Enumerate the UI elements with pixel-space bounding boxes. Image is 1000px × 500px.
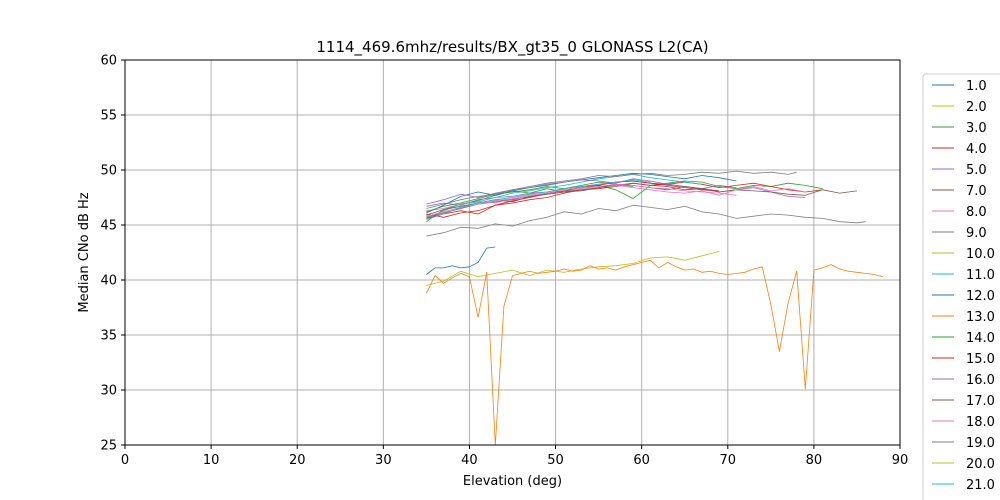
x-tick-label: 0 (121, 453, 129, 468)
y-tick-label: 45 (100, 219, 117, 234)
chart-title: 1114_469.6mhz/results/BX_gt35_0 GLONASS … (316, 38, 708, 57)
y-axis-ticks: 25 30 35 40 45 50 55 60 (100, 54, 125, 454)
legend-label: 15.0 (966, 352, 995, 367)
legend-label: 20.0 (966, 457, 995, 472)
y-tick-label: 25 (100, 439, 117, 454)
series-line-3-0 (426, 180, 823, 223)
legend-label: 18.0 (966, 415, 995, 430)
series-line-9-0 (426, 204, 866, 237)
y-tick-label: 40 (100, 274, 117, 289)
plot-area (124, 59, 901, 446)
legend-label: 7.0 (966, 184, 987, 199)
legend-label: 9.0 (966, 226, 987, 241)
x-tick-label: 40 (461, 453, 478, 468)
legend-label: 5.0 (966, 163, 987, 178)
x-tick-label: 70 (720, 453, 737, 468)
legend-label: 1.0 (966, 79, 987, 94)
series-line-21-0 (426, 179, 651, 220)
y-tick-label: 30 (100, 384, 117, 399)
series-line-15-0 (426, 180, 720, 219)
y-tick-label: 50 (100, 164, 117, 179)
legend-label: 17.0 (966, 394, 995, 409)
y-tick-label: 55 (100, 109, 117, 124)
x-tick-label: 60 (633, 453, 650, 468)
legend-label: 13.0 (966, 310, 995, 325)
y-tick-label: 35 (100, 329, 117, 344)
legend-label: 10.0 (966, 247, 995, 262)
x-tick-label: 10 (203, 453, 220, 468)
series-line-14-0 (426, 181, 634, 213)
legend-items: 1.0 2.0 3.0 4.0 5.0 7.0 8.0 9.0 10.0 11.0 12.0 13.0… (932, 79, 995, 493)
series-line-18-0 (426, 183, 737, 217)
legend-label: 12.0 (966, 289, 995, 304)
legend-frame (922, 73, 1000, 500)
legend-label: 21.0 (966, 478, 995, 493)
plot-background (125, 60, 900, 445)
x-axis-label: Elevation (deg) (463, 474, 562, 489)
series-line-7-0 (426, 182, 857, 218)
legend-label: 14.0 (966, 331, 995, 346)
series-line-11-0 (426, 173, 702, 219)
x-axis-ticks: 0 10 20 30 40 50 60 70 80 90 (121, 445, 908, 468)
series-line-13-0 (426, 259, 883, 446)
series-line-1-0 (426, 246, 496, 275)
plot-frame (124, 59, 901, 446)
y-tick-label: 60 (100, 54, 117, 69)
series-line-8-0 (426, 184, 806, 212)
legend: 1.0 2.0 3.0 4.0 5.0 7.0 8.0 9.0 10.0 11.0 12.0 13.0… (922, 73, 1000, 500)
legend-label: 8.0 (966, 205, 987, 220)
legend-label: 2.0 (966, 100, 987, 115)
y-axis-label: Median CNo dB Hz (77, 192, 92, 312)
legend-label: 19.0 (966, 436, 995, 451)
x-tick-label: 30 (375, 453, 392, 468)
legend-label: 3.0 (966, 121, 987, 136)
series-line-2-0 (426, 251, 720, 286)
x-tick-label: 80 (806, 453, 823, 468)
x-tick-label: 50 (547, 453, 564, 468)
legend-label: 16.0 (966, 373, 995, 388)
x-tick-label: 20 (289, 453, 306, 468)
series-line-19-0 (426, 170, 797, 209)
x-tick-label: 90 (892, 453, 909, 468)
legend-label: 4.0 (966, 142, 987, 157)
series-layer (426, 170, 883, 446)
legend-label: 11.0 (966, 268, 995, 283)
